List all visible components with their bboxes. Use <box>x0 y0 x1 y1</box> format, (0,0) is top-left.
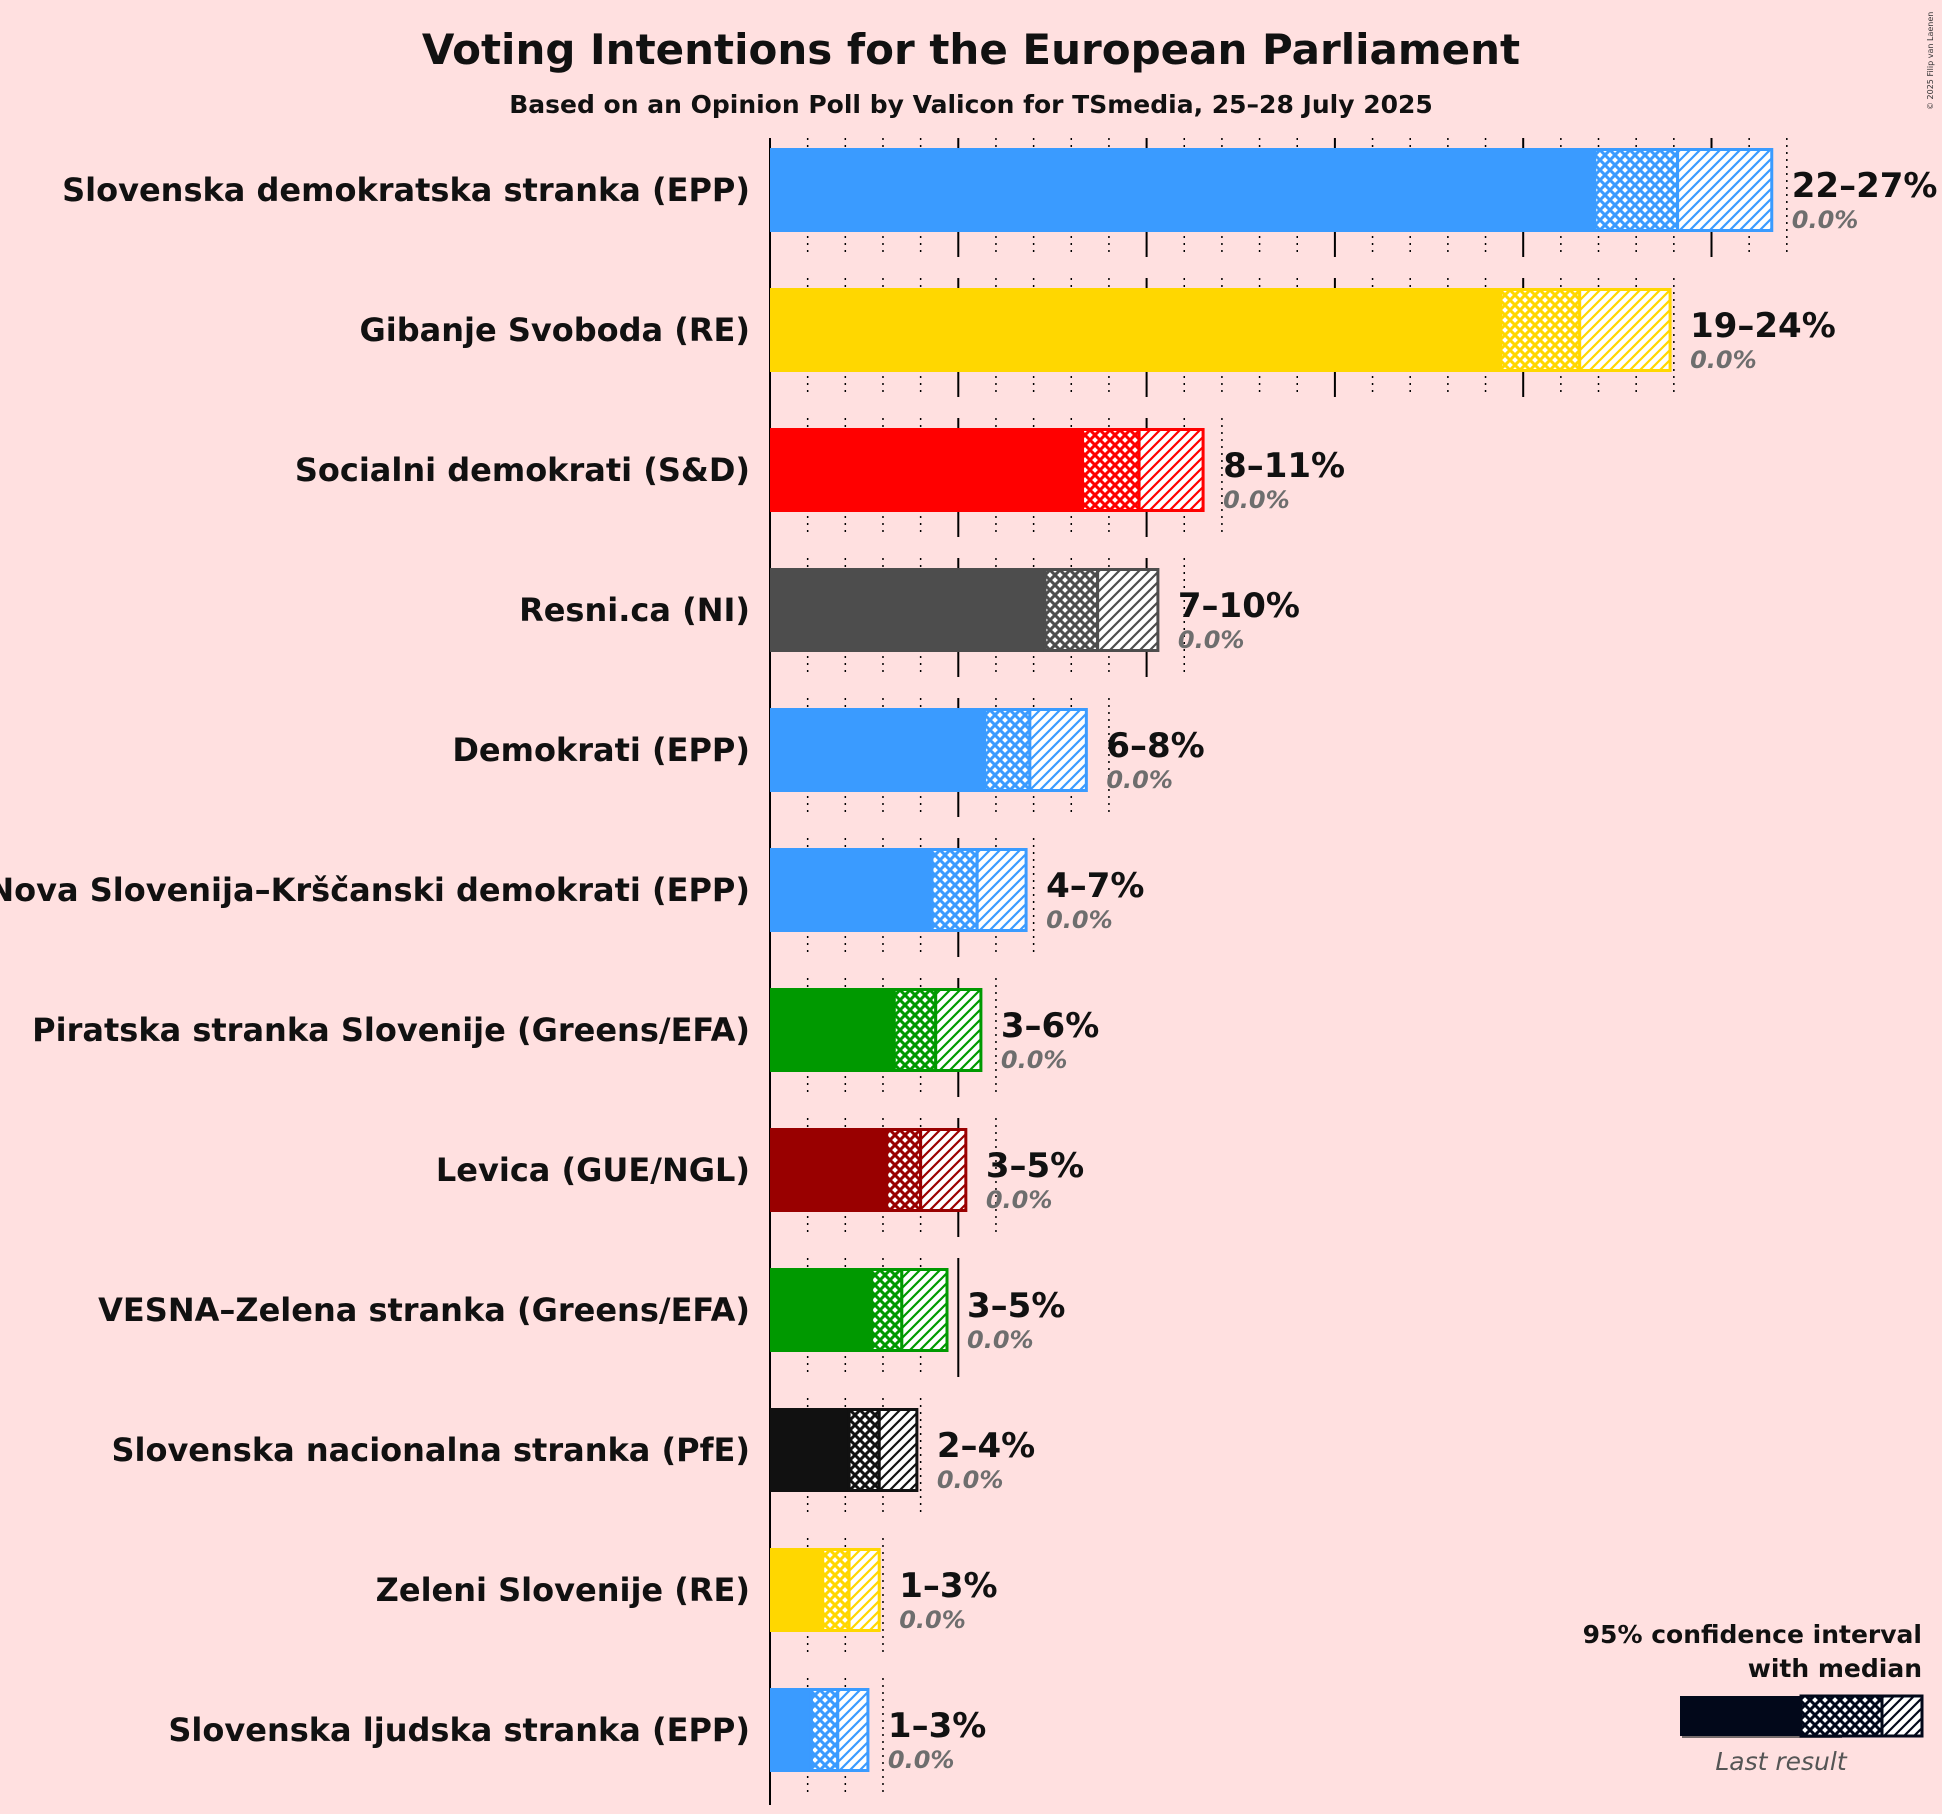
chart-title: Voting Intentions for the European Parli… <box>422 25 1520 74</box>
last-result-label: 0.0% <box>1792 206 1859 234</box>
bar-solid <box>770 148 1595 232</box>
party-row: Slovenska nacionalna stranka (PfE) 2–4%0.… <box>111 1408 1035 1494</box>
bar-solid <box>770 1548 823 1632</box>
bar-ci-lower <box>1081 428 1141 512</box>
bars: Slovenska demokratska stranka (EPP) 22–27… <box>0 148 1937 1774</box>
last-result-label: 0.0% <box>1690 346 1757 374</box>
bar-ci-upper <box>919 1128 968 1212</box>
bar-ci-upper <box>836 1688 870 1772</box>
range-label: 3–6% <box>1001 1006 1099 1046</box>
range-label: 22–27% <box>1792 166 1938 206</box>
bar-solid <box>770 848 932 932</box>
range-label: 6–8% <box>1106 726 1204 766</box>
bar-ci-lower <box>821 1548 851 1632</box>
last-result-label: 0.0% <box>1106 766 1173 794</box>
range-label: 1–3% <box>888 1706 986 1746</box>
party-row: Gibanje Svoboda (RE) 19–24%0.0% <box>360 288 1836 374</box>
legend-diagonal-box <box>1880 1694 1924 1738</box>
bar-ci-upper <box>900 1268 949 1352</box>
legend-last-result-label: Last result <box>1715 1747 1847 1776</box>
bar-ci-lower <box>870 1268 904 1352</box>
range-label: 2–4% <box>937 1426 1035 1466</box>
range-label: 4–7% <box>1046 866 1144 906</box>
bar-ci-upper <box>934 988 983 1072</box>
party-row: VESNA–Zelena stranka (Greens/EFA) 3–5%0.0… <box>98 1268 1065 1354</box>
party-label: Slovenska nacionalna stranka (PfE) <box>111 1431 750 1469</box>
bar-ci-lower <box>1499 288 1582 372</box>
bar-solid <box>770 708 985 792</box>
bar-ci-lower <box>892 988 938 1072</box>
bar-ci-lower <box>930 848 979 932</box>
bar-solid <box>770 288 1501 372</box>
last-result-label: 0.0% <box>888 1746 955 1774</box>
party-row: Slovenska ljudska stranka (EPP) 1–3%0.0% <box>168 1688 986 1774</box>
bar-ci-upper <box>877 1408 919 1492</box>
bar-ci-lower <box>1043 568 1100 652</box>
party-label: Gibanje Svoboda (RE) <box>360 311 751 349</box>
party-row: Zeleni Slovenije (RE) 1–3%0.0% <box>376 1548 998 1634</box>
party-row: Levica (GUE/NGL) 3–5%0.0% <box>436 1128 1084 1214</box>
range-label: 8–11% <box>1223 446 1345 486</box>
party-row: Socialni demokrati (S&D) 8–11%0.0% <box>295 428 1345 514</box>
legend-solid-bar <box>1680 1696 1801 1736</box>
party-label: Nova Slovenija–Krščanski demokrati (EPP) <box>0 871 750 909</box>
legend-title-line2: with median <box>1748 1654 1922 1683</box>
party-label: VESNA–Zelena stranka (Greens/EFA) <box>98 1291 750 1329</box>
bar-ci-upper <box>975 848 1028 932</box>
legend-title-line1: 95% confidence interval <box>1583 1620 1922 1649</box>
bar-ci-lower <box>1593 148 1680 232</box>
party-row: Resni.ca (NI) 7–10%0.0% <box>519 568 1300 654</box>
party-row: Nova Slovenija–Krščanski demokrati (EPP)… <box>0 848 1144 934</box>
last-result-label: 0.0% <box>1223 486 1290 514</box>
last-result-label: 0.0% <box>1046 906 1113 934</box>
party-label: Zeleni Slovenije (RE) <box>376 1571 750 1609</box>
party-row: Slovenska demokratska stranka (EPP) 22–27… <box>62 148 1937 234</box>
bar-ci-upper <box>1028 708 1088 792</box>
party-label: Levica (GUE/NGL) <box>436 1151 750 1189</box>
party-label: Slovenska ljudska stranka (EPP) <box>168 1711 750 1749</box>
range-label: 3–5% <box>967 1286 1065 1326</box>
bar-solid <box>770 1408 850 1492</box>
party-label: Piratska stranka Slovenije (Greens/EFA) <box>32 1011 750 1049</box>
bar-solid <box>770 428 1083 512</box>
bar-solid <box>770 1128 887 1212</box>
last-result-label: 0.0% <box>1001 1046 1068 1074</box>
legend: 95% confidence interval with median Last… <box>1583 1620 1924 1776</box>
party-row: Piratska stranka Slovenije (Greens/EFA) 3… <box>32 988 1099 1074</box>
bar-ci-upper <box>1676 148 1774 232</box>
bar-solid <box>770 988 895 1072</box>
legend-crosshatch-box <box>1799 1694 1884 1738</box>
copyright-text: © 2025 Filip van Laenen <box>1926 12 1935 110</box>
range-label: 19–24% <box>1690 306 1836 346</box>
bar-solid <box>770 1268 872 1352</box>
chart-subtitle: Based on an Opinion Poll by Valicon for … <box>509 90 1433 119</box>
range-label: 7–10% <box>1178 586 1300 626</box>
last-result-label: 0.0% <box>986 1186 1053 1214</box>
bar-ci-lower <box>983 708 1032 792</box>
bar-ci-lower <box>847 1408 881 1492</box>
bar-ci-upper <box>1137 428 1205 512</box>
range-label: 3–5% <box>986 1146 1084 1186</box>
bar-ci-upper <box>847 1548 881 1632</box>
last-result-label: 0.0% <box>1178 626 1245 654</box>
grid <box>769 138 1788 1805</box>
party-label: Demokrati (EPP) <box>452 731 750 769</box>
party-row: Demokrati (EPP) 6–8%0.0% <box>452 708 1205 794</box>
party-label: Socialni demokrati (S&D) <box>295 451 750 489</box>
last-result-label: 0.0% <box>937 1466 1004 1494</box>
range-label: 1–3% <box>899 1566 997 1606</box>
bar-ci-upper <box>1096 568 1160 652</box>
party-label: Slovenska demokratska stranka (EPP) <box>62 171 750 209</box>
last-result-label: 0.0% <box>899 1606 966 1634</box>
bar-ci-upper <box>1578 288 1672 372</box>
last-result-label: 0.0% <box>967 1326 1034 1354</box>
bar-ci-lower <box>885 1128 923 1212</box>
bar-solid <box>770 568 1045 652</box>
bar-solid <box>770 1688 812 1772</box>
party-label: Resni.ca (NI) <box>519 591 750 629</box>
bar-ci-lower <box>809 1688 840 1772</box>
